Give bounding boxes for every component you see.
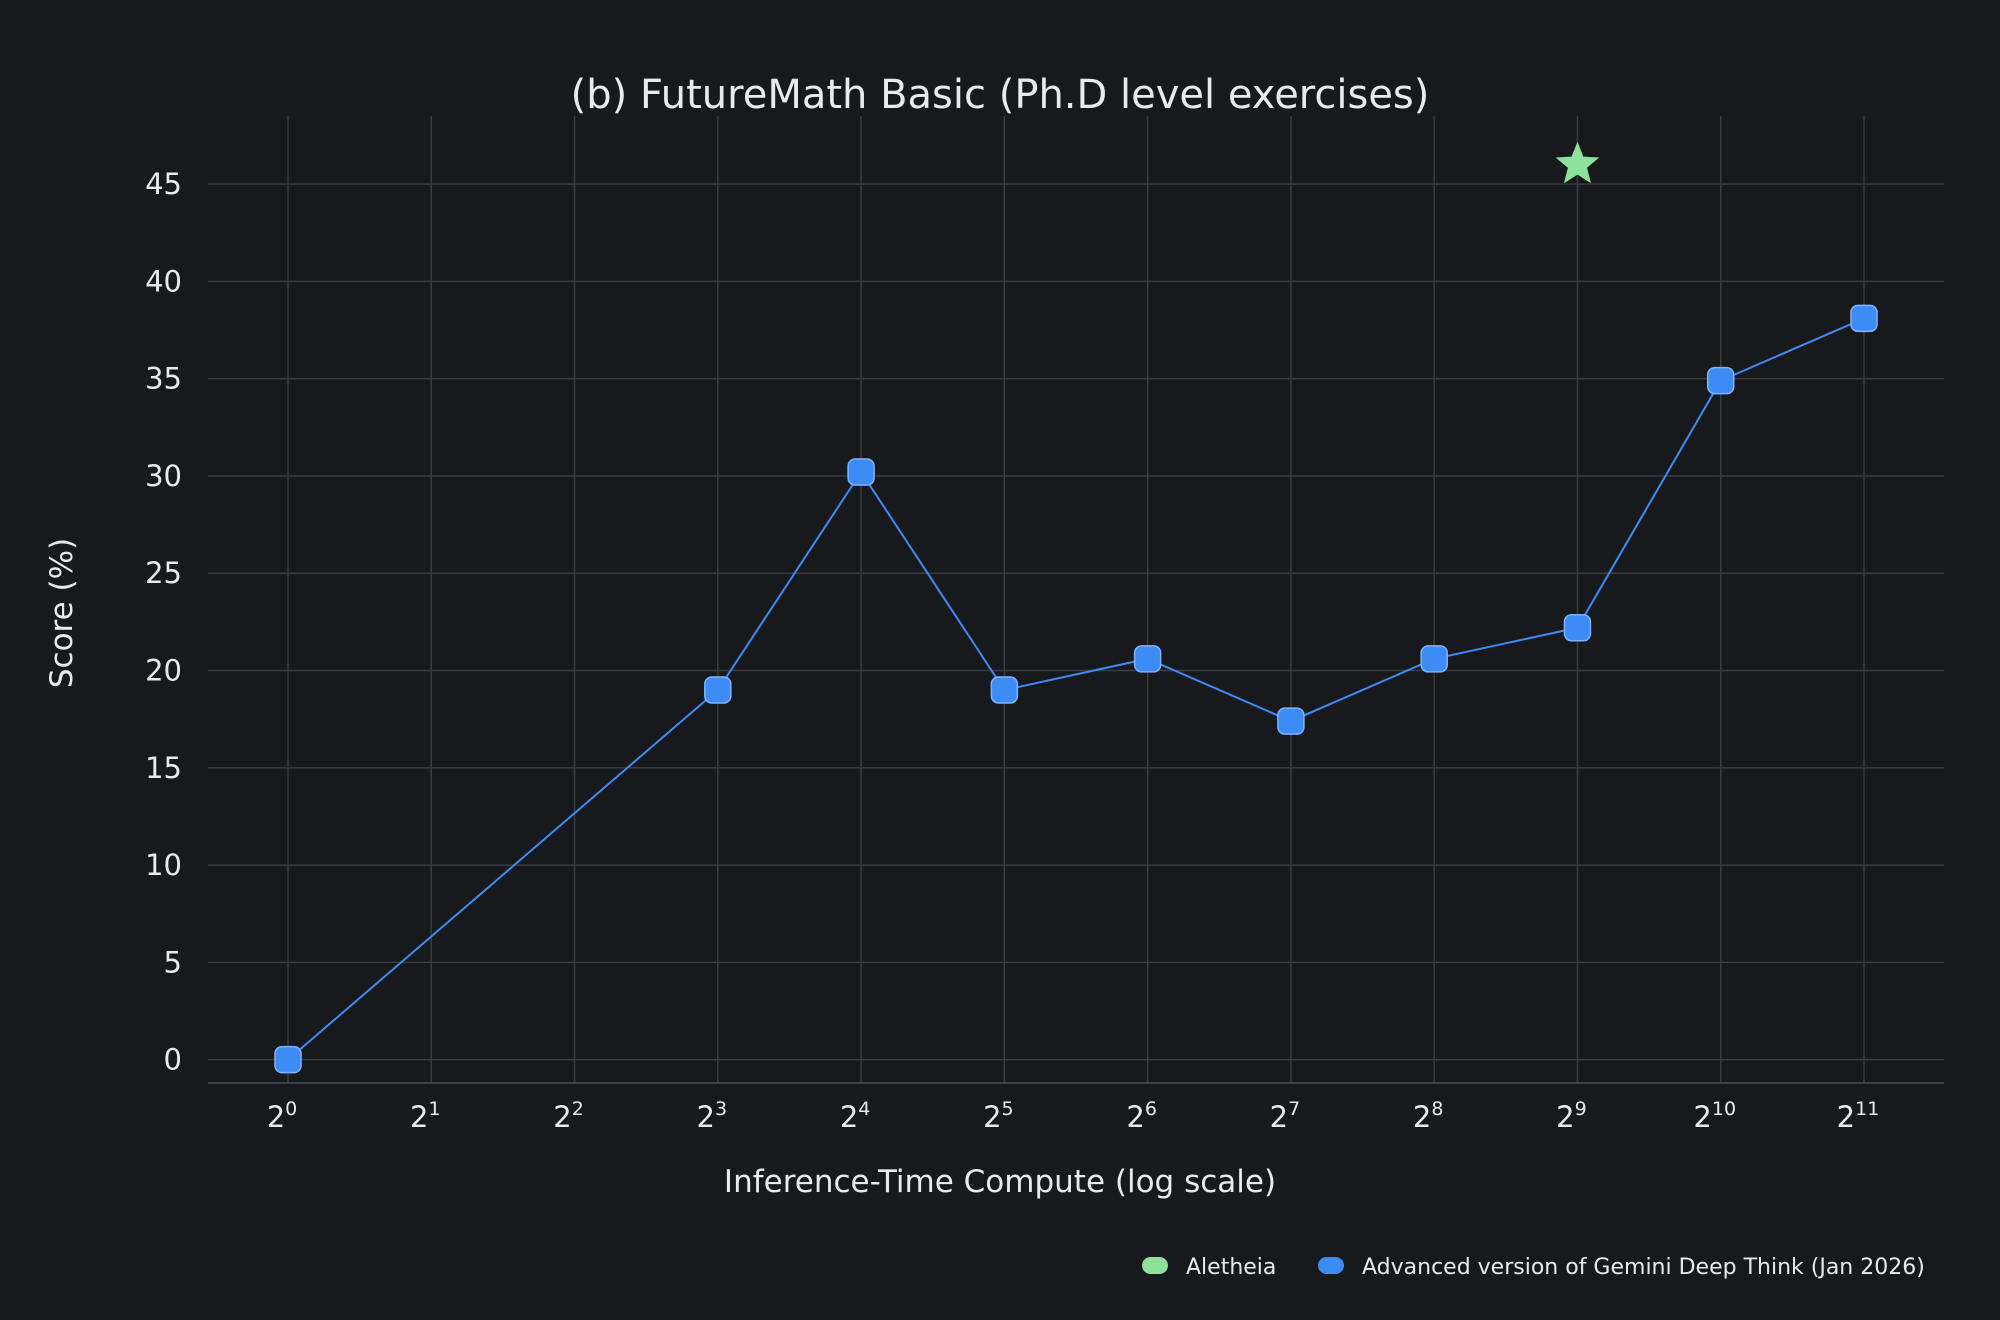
x-tick-label: 25 [983, 1098, 1014, 1134]
data-point [1420, 645, 1448, 673]
data-point [1133, 645, 1162, 673]
y-axis-ticks: 0 5 10 15 20 25 30 35 40 45 [145, 167, 182, 1077]
grid [208, 116, 1944, 1084]
y-axis-title: Score (%) [44, 538, 80, 688]
legend-item: Aletheia [1142, 1255, 1276, 1280]
x-tick-label: 26 [1126, 1098, 1157, 1134]
y-tick-label: 15 [145, 751, 182, 785]
x-tick-label: 20 [267, 1098, 298, 1134]
y-tick-label: 30 [145, 459, 182, 493]
data-point [704, 676, 732, 704]
x-tick-label: 211 [1837, 1098, 1880, 1134]
series-group [1555, 141, 1600, 184]
y-tick-label: 40 [145, 264, 182, 298]
y-tick-label: 35 [145, 362, 182, 396]
legend-item: Advanced version of Gemini Deep Think (J… [1318, 1255, 1925, 1280]
x-tick-label: 29 [1556, 1098, 1587, 1134]
data-point [847, 458, 875, 486]
data-point [274, 1045, 302, 1074]
x-tick-label: 27 [1270, 1098, 1301, 1134]
series-group [274, 304, 1878, 1074]
x-axis-title: Inference-Time Compute (log scale) [724, 1164, 1276, 1200]
legend-label: Aletheia [1186, 1255, 1276, 1280]
x-axis-ticks: 20 21 22 23 24 25 26 27 28 29 210 211 [267, 1098, 1880, 1134]
data-point [1277, 707, 1305, 735]
data-point [1706, 366, 1735, 395]
data-point [1850, 304, 1878, 333]
legend-swatch [1318, 1257, 1344, 1274]
legend-swatch [1142, 1257, 1168, 1274]
series-line [287, 317, 1865, 1061]
y-tick-label: 25 [145, 556, 182, 590]
data-point [1563, 613, 1592, 642]
x-tick-label: 23 [697, 1098, 728, 1134]
x-tick-label: 21 [410, 1098, 441, 1134]
y-tick-label: 5 [164, 945, 182, 979]
x-tick-label: 24 [840, 1098, 871, 1134]
chart-title: (b) FutureMath Basic (Ph.D level exercis… [571, 72, 1430, 118]
data-point [990, 676, 1019, 704]
y-tick-label: 45 [145, 167, 182, 201]
x-tick-label: 210 [1693, 1098, 1736, 1134]
y-tick-label: 20 [145, 654, 182, 688]
legend: Aletheia Advanced version of Gemini Deep … [1142, 1255, 1925, 1280]
legend-label: Advanced version of Gemini Deep Think (J… [1362, 1255, 1925, 1280]
star-marker [1555, 141, 1600, 184]
x-tick-label: 22 [553, 1098, 584, 1134]
y-tick-label: 10 [145, 848, 182, 882]
series-layer [274, 141, 1878, 1074]
y-tick-label: 0 [164, 1043, 182, 1077]
x-tick-label: 28 [1413, 1098, 1444, 1134]
